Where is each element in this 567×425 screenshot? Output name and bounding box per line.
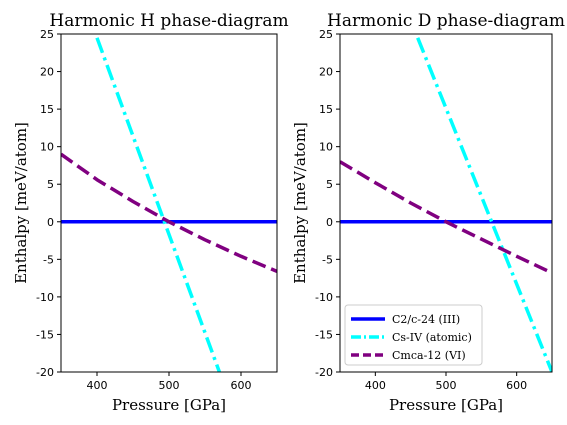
- chart-title: Harmonic H phase-diagram: [49, 11, 288, 31]
- x-tick-label: 600: [231, 379, 252, 392]
- panel-harmonic-d: -20 -15 -10 -5 0 5 10 15 20 25 400 500 600 Harmonic D…: [291, 11, 565, 414]
- legend: C2/c-24 (III) Cs-IV (atomic) Cmca-12 (VI): [344, 304, 483, 366]
- x-tick-label: 400: [87, 379, 108, 392]
- y-tick-label: 10: [319, 141, 333, 154]
- legend-label: Cmca-12 (VI): [392, 349, 466, 362]
- x-tick-label: 600: [506, 379, 527, 392]
- series-line-cmca-12-vi: [340, 160, 552, 275]
- series-group: [340, 37, 552, 372]
- y-tick-label: 5: [47, 178, 54, 191]
- y-tick-label: -10: [36, 291, 54, 304]
- chart-title: Harmonic D phase-diagram: [327, 11, 565, 31]
- series-line-cs-iv-atomic: [95, 37, 222, 372]
- y-tick-label: -20: [315, 366, 333, 379]
- y-tick-label: -15: [36, 328, 54, 341]
- y-tick-label: 20: [319, 66, 333, 79]
- x-tick-label: 500: [159, 379, 180, 392]
- y-tick-label: -10: [315, 291, 333, 304]
- plot-frame: [60, 33, 278, 373]
- y-tick-label: 0: [47, 216, 54, 229]
- y-tick-label: -20: [36, 366, 54, 379]
- y-tick-label: 15: [40, 103, 54, 116]
- y-tick-label: 10: [40, 141, 54, 154]
- y-tick-label: -15: [315, 328, 333, 341]
- y-tick-label: 20: [40, 66, 54, 79]
- series-line-cs-iv-atomic: [416, 37, 552, 372]
- series-line-cmca-12-vi: [61, 152, 277, 274]
- y-tick-label: 25: [40, 28, 54, 41]
- y-axis-label: Enthalpy [meV/atom]: [12, 122, 30, 284]
- legend-label: Cs-IV (atomic): [392, 331, 472, 344]
- x-axis-label: Pressure [GPa]: [112, 396, 226, 414]
- y-tick-label: -5: [322, 253, 333, 266]
- series-group: [61, 37, 277, 372]
- y-tick-label: 0: [326, 216, 333, 229]
- x-tick-label: 400: [365, 379, 386, 392]
- legend-label: C2/c-24 (III): [392, 313, 460, 326]
- y-tick-label: -5: [43, 253, 54, 266]
- x-tick-label: 500: [436, 379, 457, 392]
- x-axis-label: Pressure [GPa]: [389, 396, 503, 414]
- y-axis-label: Enthalpy [meV/atom]: [291, 122, 309, 284]
- y-tick-label: 5: [326, 178, 333, 191]
- y-tick-label: 15: [319, 103, 333, 116]
- y-tick-label: 25: [319, 28, 333, 41]
- panel-harmonic-h: -20 -15 -10 -5 0 5 10 15 20 25 400 500 600 Harmonic H…: [12, 11, 289, 414]
